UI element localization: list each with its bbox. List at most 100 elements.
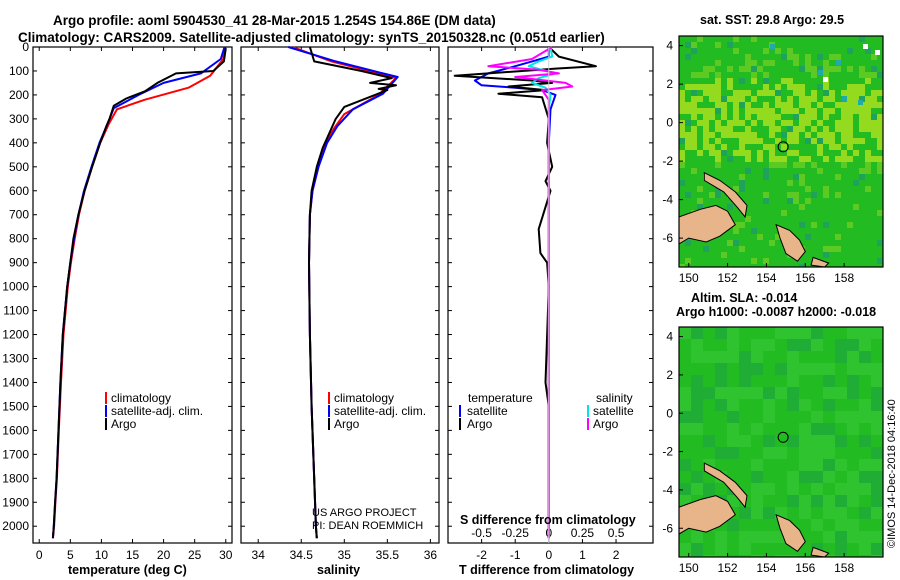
map-cell [847,531,859,543]
map-cell [877,138,883,144]
map-cell [823,192,829,198]
map-cell [805,132,811,138]
map-cell [829,54,835,60]
map-cell [739,174,745,180]
map-cell [727,411,739,423]
map-cell [715,543,727,555]
map-cell [769,240,775,246]
map-cell [823,90,829,96]
map-cell-missing [818,70,823,75]
map-cell [787,132,793,138]
map-cell [775,555,787,557]
map-cell [739,246,745,252]
map-cell [877,90,883,96]
map-cell [835,66,841,72]
map-cell [847,375,859,387]
map-cell [775,90,781,96]
map-cell [775,114,781,120]
map-cell [679,126,685,132]
map-cell [793,138,799,144]
map-cell [727,132,733,138]
map-cell [829,144,835,150]
map-cell [739,66,745,72]
map-cell [685,138,691,144]
map-cell [745,138,751,144]
map-cell [751,66,757,72]
map-cell [691,543,703,555]
map-cell [787,138,793,144]
map-cell [751,339,763,351]
map-cell [847,471,859,483]
map-cell [835,507,847,519]
sst-map: 150 152 154 156 158 4 2 0 -2 -4 -6 [662,35,884,285]
map-cell [811,114,817,120]
map-cell [871,156,877,162]
map-cell [703,351,715,363]
map-cell [751,78,757,84]
x-tick-label: 0 [545,548,552,562]
map-cell [775,387,787,399]
map-cell [829,132,835,138]
map-cell [751,423,763,435]
map-cell [823,375,835,387]
map-cell [703,246,709,252]
map-cell-missing [823,77,828,82]
map-cell [799,120,805,126]
map-cell [769,126,775,132]
legend-t-argo: Argo [467,417,493,431]
series-line-satellite-adj-clim- [288,46,399,539]
map-cell [841,126,847,132]
map-cell [877,210,883,216]
map-cell [871,423,883,435]
map-cell [787,84,793,90]
map-cell [769,150,775,156]
map-cell [859,36,865,42]
map-x-tick-label: 152 [718,561,738,575]
salinity-panel [240,46,440,544]
map-cell [679,162,685,168]
map-cell [877,258,883,264]
map-cell [721,150,727,156]
map-cell [871,114,877,120]
depth-tick-label: 800 [9,232,29,246]
map-cell [847,102,853,108]
map-cell [739,150,745,156]
map-cell [823,84,829,90]
map-cell [799,264,805,267]
map-cell [859,411,871,423]
legend-satellite: satellite-adj. clim. [334,404,426,418]
salinity-series [288,46,399,539]
map-cell [787,363,799,375]
series-line-climatology [51,46,226,539]
map-cell [823,495,835,507]
temperature-x-axis: 0 5 10 15 20 25 30 [36,47,233,562]
legend-argo: Argo [334,417,360,431]
map-cell [877,240,883,246]
map-cell [811,447,823,459]
map-cell [781,78,787,84]
map-cell [679,90,685,96]
sst-map-title: sat. SST: 29.8 Argo: 29.5 [700,13,844,27]
map-cell [877,72,883,78]
map-cell [793,150,799,156]
depth-tick-label: 700 [9,208,29,222]
map-cell [757,150,763,156]
temperature-legend: climatology satellite-adj. clim. Argo [105,391,203,431]
map-cell [745,90,751,96]
map-y-tick-label: 0 [666,406,673,420]
map-cell [727,42,733,48]
map-cell [841,114,847,120]
map-cell [823,252,829,258]
map-cell [757,156,763,162]
map-cell [691,327,703,339]
map-cell [787,387,799,399]
series-line-argo [308,46,397,539]
map-cell [835,543,847,555]
difference-xlabel: T difference from climatology [459,563,634,577]
map-cell [799,447,811,459]
map-y-tick-label: -4 [662,483,673,497]
map-cell [703,555,715,557]
map-cell [703,126,709,132]
map-cell [829,66,835,72]
map-cell [751,531,763,543]
